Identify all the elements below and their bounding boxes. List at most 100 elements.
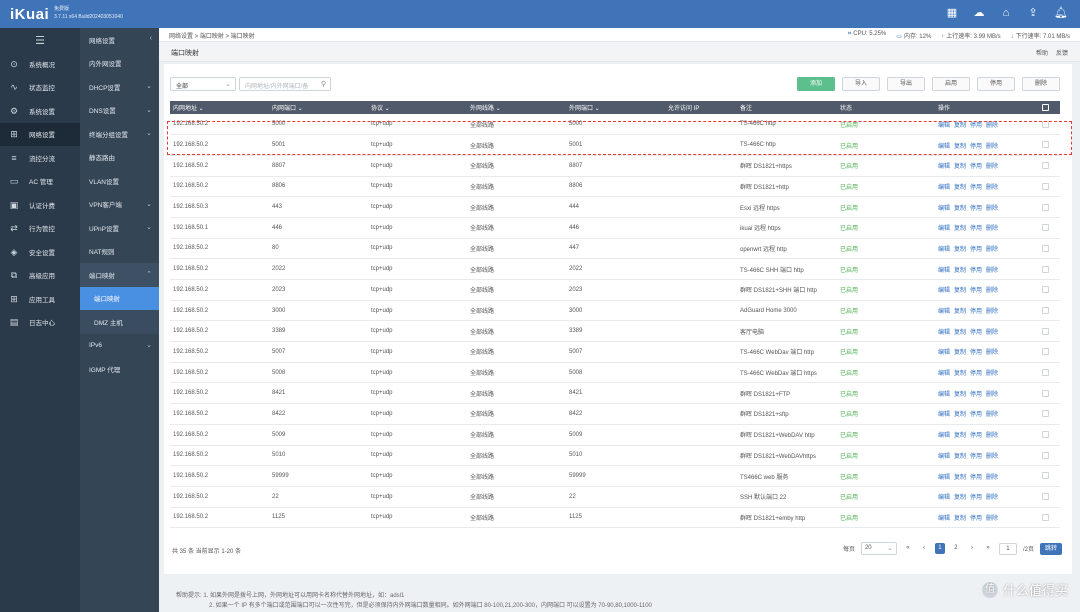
sidebar-item[interactable]: ⚙ 系统设置 xyxy=(0,99,80,123)
row-checkbox[interactable] xyxy=(1042,141,1049,149)
row-checkbox[interactable] xyxy=(1042,203,1049,211)
submenu-item[interactable]: UPnP设置 ⌄ xyxy=(80,216,159,240)
copy-link[interactable]: 复制 xyxy=(954,184,967,191)
delete-link[interactable]: 删除 xyxy=(986,453,999,460)
delete-link[interactable]: 删除 xyxy=(986,288,999,295)
edit-link[interactable]: 编辑 xyxy=(938,184,951,191)
disable-link[interactable]: 停用 xyxy=(970,226,983,233)
disable-link[interactable]: 停用 xyxy=(970,474,983,481)
disable-link[interactable]: 停用 xyxy=(970,329,983,336)
copy-link[interactable]: 复制 xyxy=(954,309,967,316)
submenu-item[interactable]: 端口映射 xyxy=(80,286,159,310)
delete-link[interactable]: 删除 xyxy=(986,164,999,171)
edit-link[interactable]: 编辑 xyxy=(938,288,951,295)
sidebar-item[interactable]: ⊙ 系统概况 xyxy=(0,52,80,76)
disable-link[interactable]: 停用 xyxy=(970,371,983,378)
sidebar-item[interactable]: ⇄ 行为管控 xyxy=(0,217,80,241)
delete-link[interactable]: 删除 xyxy=(986,391,999,398)
delete-link[interactable]: 删除 xyxy=(986,515,999,522)
edit-link[interactable]: 编辑 xyxy=(938,495,951,502)
submenu-item[interactable]: DMZ 主机 xyxy=(80,310,159,334)
row-checkbox[interactable] xyxy=(1042,513,1049,521)
delete-link[interactable]: 删除 xyxy=(986,184,999,191)
edit-link[interactable]: 编辑 xyxy=(938,122,951,129)
copy-link[interactable]: 复制 xyxy=(954,122,967,129)
row-checkbox[interactable] xyxy=(1042,306,1049,314)
delete-link[interactable]: 删除 xyxy=(986,309,999,316)
column-header[interactable]: 协议 ⌄ xyxy=(368,101,467,114)
enable-button[interactable]: 启用 xyxy=(932,77,970,91)
help-link[interactable]: 帮助 xyxy=(1035,51,1048,57)
row-checkbox[interactable] xyxy=(1042,348,1049,356)
edit-link[interactable]: 编辑 xyxy=(938,371,951,378)
copy-link[interactable]: 复制 xyxy=(954,246,967,253)
search-input[interactable]: 内网地址/内外网端口/备 ⚲ xyxy=(239,77,331,91)
upload-icon[interactable]: ⇪ xyxy=(1028,7,1038,19)
row-checkbox[interactable] xyxy=(1042,493,1049,501)
page-number-input[interactable]: 1 xyxy=(998,542,1017,555)
last-page-button[interactable]: » xyxy=(986,545,990,551)
copy-link[interactable]: 复制 xyxy=(954,350,967,357)
copy-link[interactable]: 复制 xyxy=(954,433,967,440)
column-header[interactable]: 状态 xyxy=(837,101,935,114)
copy-link[interactable]: 复制 xyxy=(954,205,967,212)
copy-link[interactable]: 复制 xyxy=(954,453,967,460)
row-checkbox[interactable] xyxy=(1042,120,1049,128)
submenu-item[interactable]: IGMP 代理 xyxy=(80,357,159,381)
edit-link[interactable]: 编辑 xyxy=(938,412,951,419)
edit-link[interactable]: 编辑 xyxy=(938,246,951,253)
disable-link[interactable]: 停用 xyxy=(970,288,983,295)
disable-link[interactable]: 停用 xyxy=(970,184,983,191)
copy-link[interactable]: 复制 xyxy=(954,143,967,150)
column-header[interactable]: 内网端口 ⌄ xyxy=(269,101,368,114)
submenu-item[interactable]: 端口映射 ⌃ xyxy=(80,263,159,287)
delete-link[interactable]: 删除 xyxy=(986,143,999,150)
home-icon[interactable]: ⌂ xyxy=(1002,7,1010,19)
edit-link[interactable]: 编辑 xyxy=(938,226,951,233)
column-header[interactable]: 外网线路 ⌄ xyxy=(467,101,566,114)
disable-link[interactable]: 停用 xyxy=(970,412,983,419)
copy-link[interactable]: 复制 xyxy=(954,495,967,502)
cloud-icon[interactable]: ☁ xyxy=(973,7,985,19)
copy-link[interactable]: 复制 xyxy=(954,164,967,171)
bell-icon[interactable]: 🔔︎ xyxy=(1054,7,1068,19)
sidebar-item[interactable]: ▣ 认证计费 xyxy=(0,193,80,217)
collapse-icon[interactable]: ☰ xyxy=(35,34,45,47)
disable-link[interactable]: 停用 xyxy=(970,309,983,316)
delete-link[interactable]: 删除 xyxy=(986,412,999,419)
row-checkbox[interactable] xyxy=(1042,369,1049,377)
column-header[interactable]: 备注 xyxy=(737,101,837,114)
sidebar-item[interactable]: ⊞ 应用工具 xyxy=(0,287,80,311)
column-header[interactable]: 外网端口 ⌄ xyxy=(566,101,665,114)
submenu-item[interactable]: VPN客户端 ⌄ xyxy=(80,193,159,217)
disable-button[interactable]: 停用 xyxy=(977,77,1015,91)
disable-link[interactable]: 停用 xyxy=(970,350,983,357)
delete-link[interactable]: 删除 xyxy=(986,433,999,440)
sidebar-item[interactable]: ∿ 状态监控 xyxy=(0,76,80,100)
row-checkbox[interactable] xyxy=(1042,389,1049,397)
edit-link[interactable]: 编辑 xyxy=(938,453,951,460)
disable-link[interactable]: 停用 xyxy=(970,164,983,171)
grid-icon[interactable]: ▦ xyxy=(946,7,958,19)
copy-link[interactable]: 复制 xyxy=(954,267,967,274)
edit-link[interactable]: 编辑 xyxy=(938,267,951,274)
disable-link[interactable]: 停用 xyxy=(970,143,983,150)
disable-link[interactable]: 停用 xyxy=(970,453,983,460)
edit-link[interactable]: 编辑 xyxy=(938,164,951,171)
delete-link[interactable]: 删除 xyxy=(986,350,999,357)
row-checkbox[interactable] xyxy=(1042,410,1049,418)
row-checkbox[interactable] xyxy=(1042,182,1049,190)
submenu-item[interactable]: 内外网设置 xyxy=(80,52,159,76)
submenu-item[interactable]: DNS设置 ⌄ xyxy=(80,99,159,123)
column-header[interactable]: 允许访问 IP xyxy=(665,101,737,114)
row-checkbox[interactable] xyxy=(1042,162,1049,170)
row-checkbox[interactable] xyxy=(1042,327,1049,335)
prev-page-button[interactable]: ‹ xyxy=(922,545,925,551)
disable-link[interactable]: 停用 xyxy=(970,205,983,212)
row-checkbox[interactable] xyxy=(1042,244,1049,252)
copy-link[interactable]: 复制 xyxy=(954,288,967,295)
go-button[interactable]: 跳转 xyxy=(1039,542,1062,555)
import-button[interactable]: 导入 xyxy=(842,77,880,91)
edit-link[interactable]: 编辑 xyxy=(938,143,951,150)
row-checkbox[interactable] xyxy=(1042,224,1049,232)
